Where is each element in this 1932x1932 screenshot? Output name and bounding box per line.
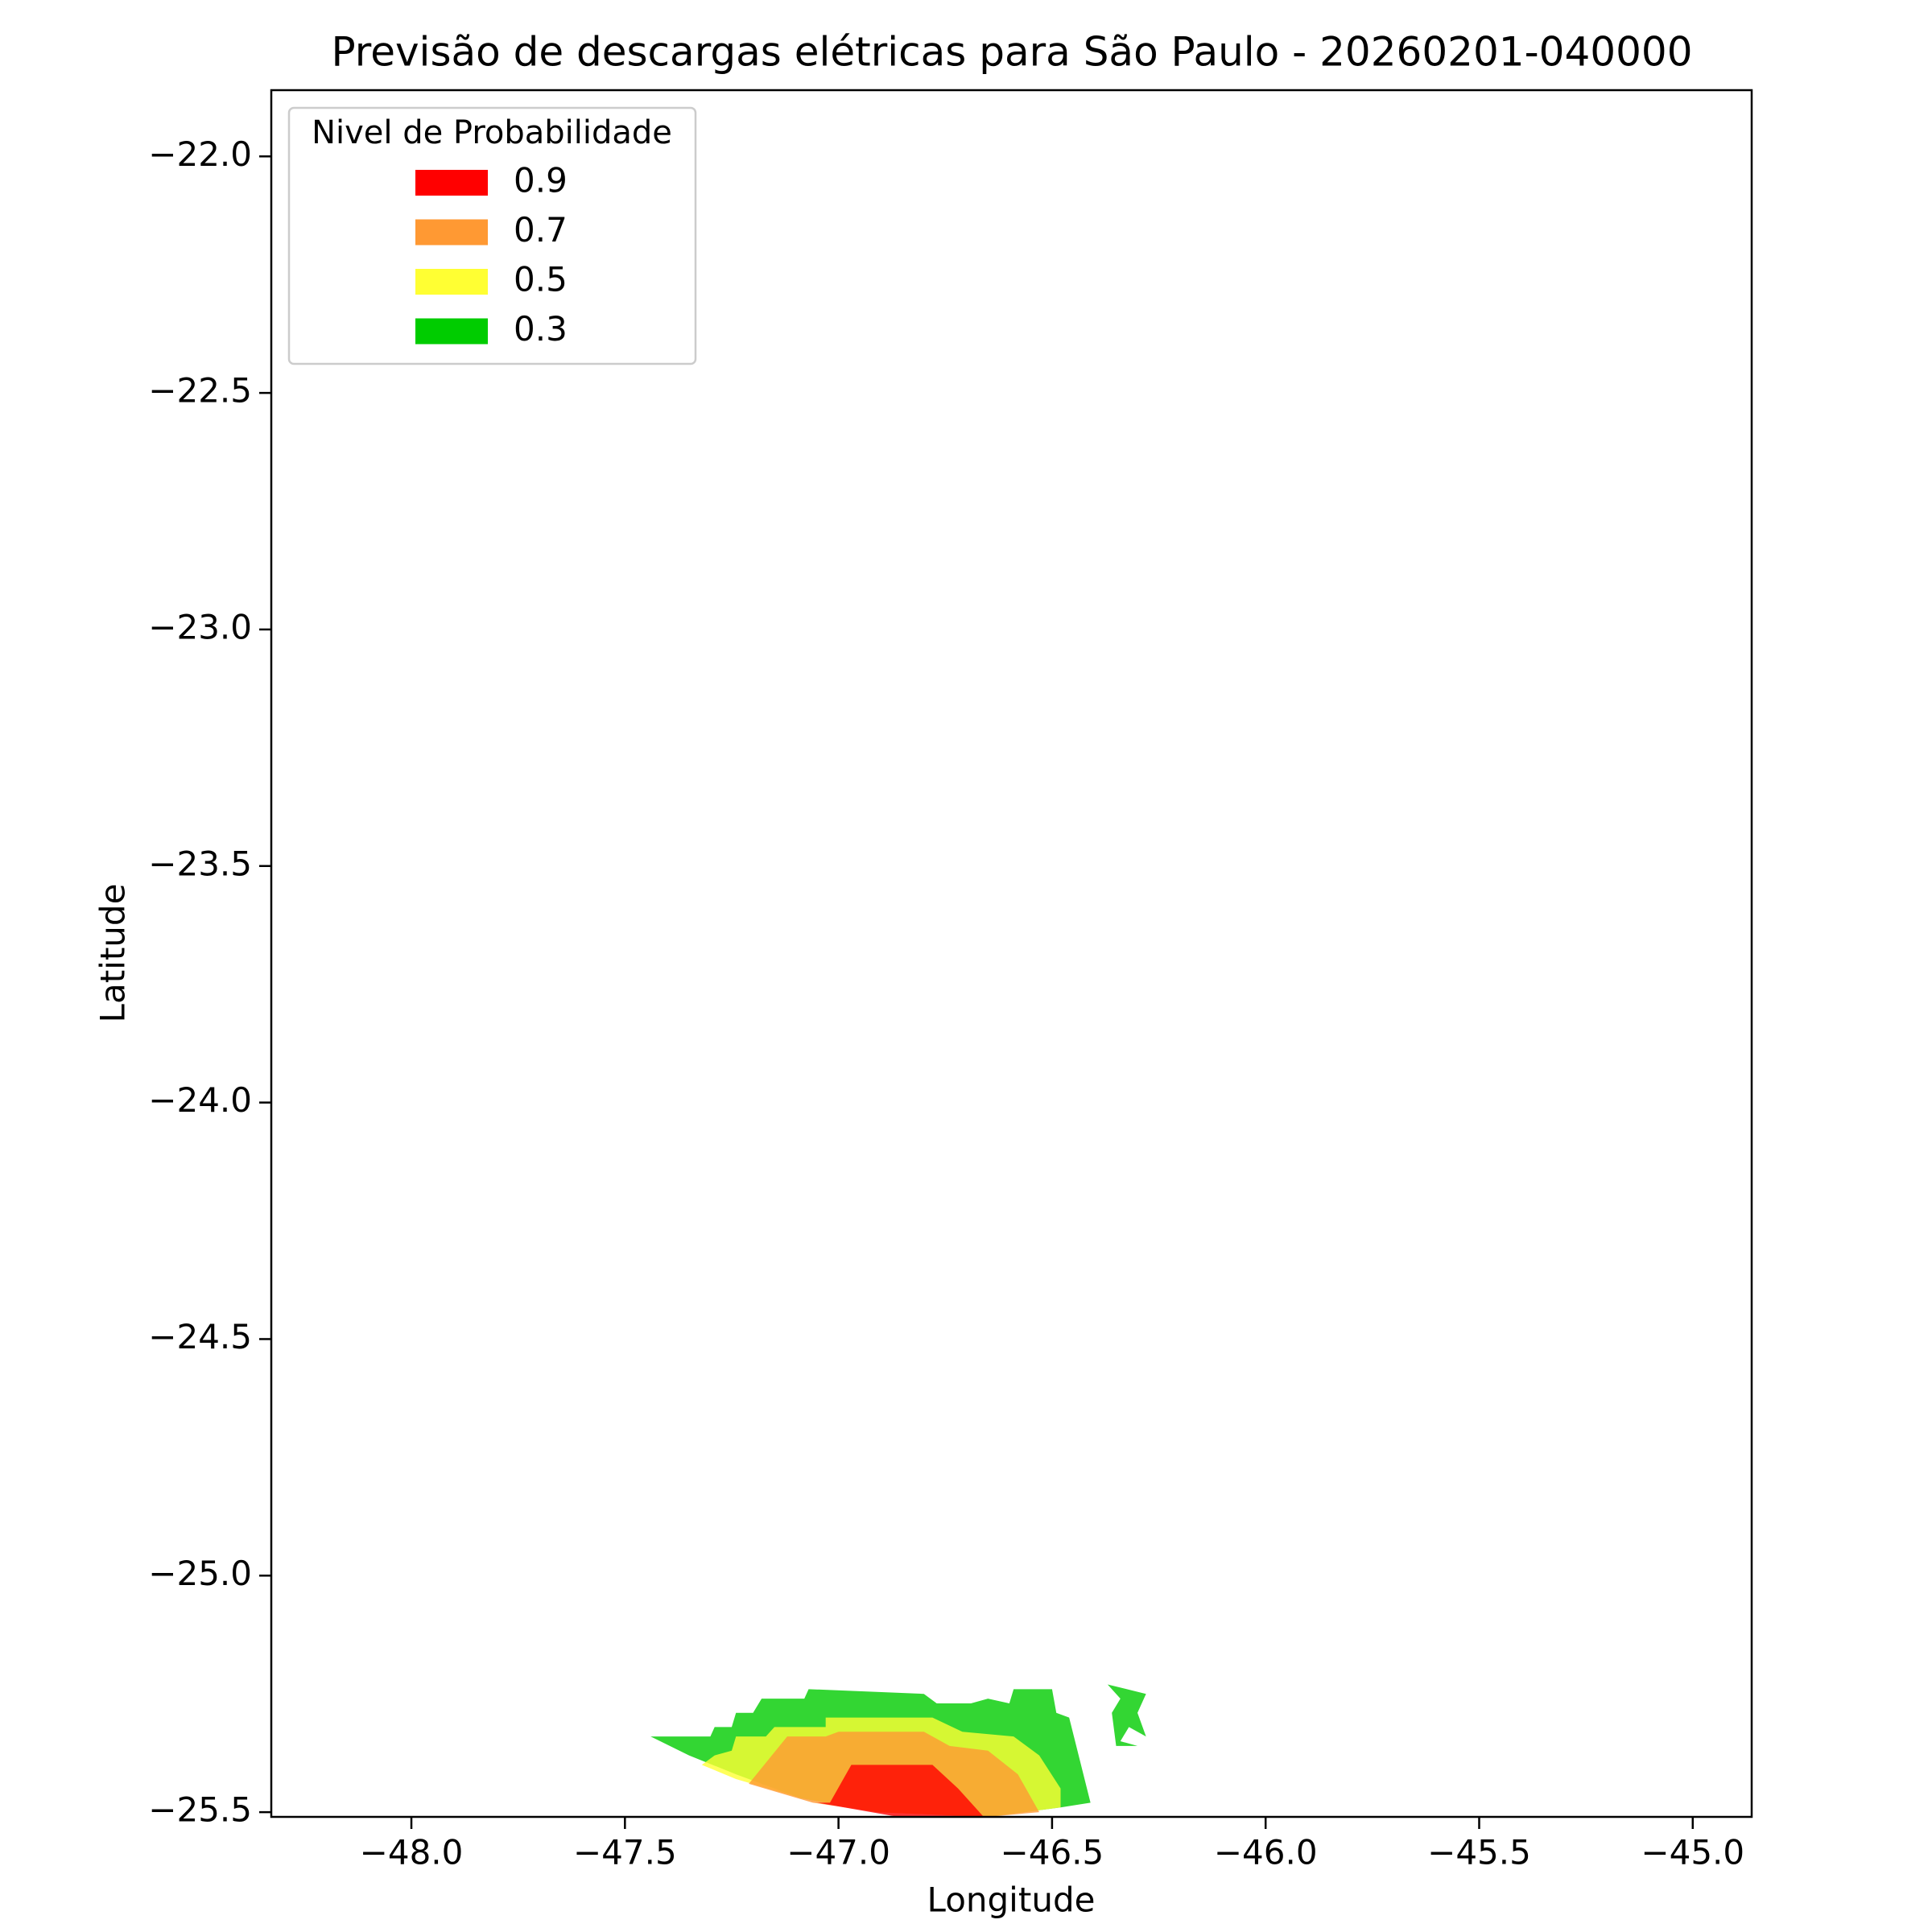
axes-frame bbox=[270, 89, 1753, 1818]
y-tick-label: −22.0 bbox=[148, 134, 252, 174]
legend-box bbox=[287, 106, 697, 365]
y-tick-label: −24.0 bbox=[148, 1080, 252, 1120]
x-tick-label: −45.5 bbox=[1427, 1833, 1531, 1872]
plot-area bbox=[650, 1684, 1146, 1817]
y-axis-label: Latitude bbox=[93, 884, 133, 1023]
x-tick-label: −45.0 bbox=[1641, 1833, 1744, 1872]
legend: Nivel de Probabilidade 0.9 0.7 0.5 0.3 bbox=[287, 106, 697, 365]
legend-title: Nivel de Probabilidade bbox=[312, 114, 672, 151]
legend-label: 0.7 bbox=[514, 210, 568, 250]
y-tick-label: −22.5 bbox=[148, 371, 252, 411]
legend-label: 0.9 bbox=[514, 161, 568, 200]
x-tick-label: −47.0 bbox=[786, 1833, 890, 1872]
legend-swatch bbox=[415, 318, 488, 345]
legend-swatch bbox=[415, 269, 488, 295]
y-tick-label: −23.0 bbox=[148, 607, 252, 646]
x-tick-label: −47.5 bbox=[573, 1833, 677, 1872]
chart-title: Previsão de descargas elétricas para São… bbox=[331, 29, 1692, 76]
legend-swatch bbox=[415, 219, 488, 246]
contour-region bbox=[817, 1765, 985, 1817]
y-tick-label: −24.5 bbox=[148, 1317, 252, 1356]
legend-swatch bbox=[415, 170, 488, 196]
y-tick-label: −23.5 bbox=[148, 844, 252, 883]
y-tick-label: −25.0 bbox=[148, 1554, 252, 1593]
contour-region bbox=[1107, 1684, 1146, 1746]
x-tick-label: −46.0 bbox=[1214, 1833, 1318, 1872]
legend-label: 0.3 bbox=[514, 309, 568, 349]
legend-label: 0.5 bbox=[514, 260, 568, 299]
y-tick-label: −25.5 bbox=[148, 1790, 252, 1830]
x-tick-label: −46.5 bbox=[1001, 1833, 1104, 1872]
x-axis-label: Longitude bbox=[927, 1880, 1096, 1920]
x-tick-label: −48.0 bbox=[360, 1833, 464, 1872]
